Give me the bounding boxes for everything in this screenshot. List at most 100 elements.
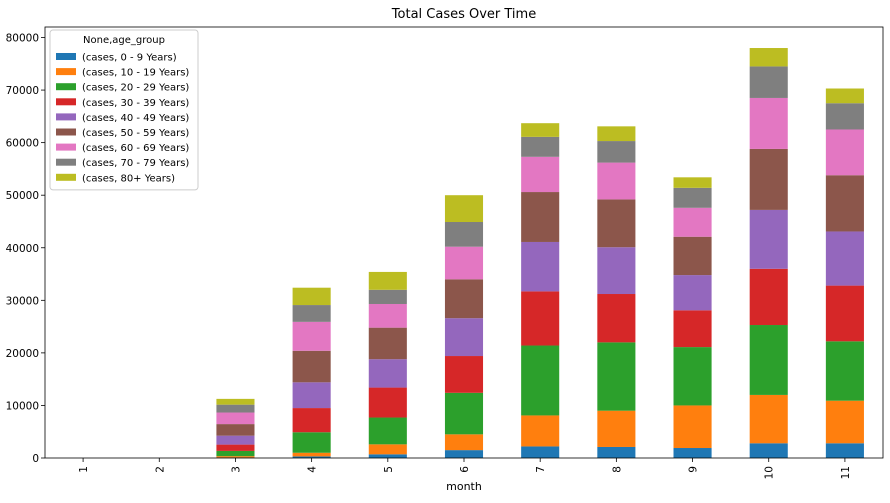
bar-segment (216, 404, 255, 413)
bar-segment (368, 417, 407, 445)
bar-segment (444, 279, 484, 319)
y-tick-label: 0 (32, 453, 39, 465)
y-tick-label: 40000 (6, 243, 39, 255)
bar-segment (673, 207, 712, 237)
y-tick-label: 30000 (6, 295, 39, 307)
bar-segment (216, 398, 255, 405)
bar-segment (521, 136, 560, 157)
legend-swatch (56, 68, 76, 76)
bar-segment (216, 444, 255, 451)
x-tick-label: 10 (764, 466, 776, 479)
y-tick-label: 50000 (6, 190, 39, 202)
legend-label: (cases, 40 - 49 Years) (82, 113, 189, 124)
bar-segment (216, 450, 255, 457)
bar-segment (597, 162, 636, 200)
legend-label: (cases, 60 - 69 Years) (82, 143, 189, 154)
bar-segment (292, 382, 331, 409)
x-tick-label: 3 (230, 466, 242, 473)
x-tick-label: 2 (154, 466, 166, 473)
bar-segment (368, 359, 407, 388)
legend-label: (cases, 30 - 39 Years) (82, 98, 189, 109)
y-tick-label: 10000 (6, 400, 39, 412)
bar-segment (444, 356, 484, 393)
bar-segment (597, 446, 636, 458)
bar-segment (825, 175, 864, 232)
bar-segment (368, 289, 407, 304)
bar-segment (749, 148, 788, 210)
bar-segment (521, 345, 560, 416)
bar-segment (444, 318, 484, 357)
legend-swatch (56, 143, 76, 151)
bar-segment (749, 48, 788, 67)
bar-segment (521, 241, 560, 292)
bar-segment (597, 294, 636, 343)
legend-swatch (56, 128, 76, 136)
x-axis-label: month (446, 480, 482, 493)
bar-segment (673, 448, 712, 458)
bar-segment (749, 268, 788, 326)
bar-segment (521, 156, 560, 193)
legend-label: (cases, 10 - 19 Years) (82, 68, 189, 79)
bar-segment (673, 177, 712, 188)
bar-segment (368, 387, 407, 418)
legend: None,age_group (cases, 0 - 9 Years) (cases… (49, 29, 199, 191)
legend-label: (cases, 80+ Years) (82, 173, 175, 184)
bar-segment (673, 405, 712, 449)
bar-segment (292, 350, 331, 383)
legend-label: (cases, 20 - 29 Years) (82, 83, 189, 94)
bar-segment (521, 446, 560, 458)
bar-segment (368, 454, 407, 458)
bar-segment (292, 287, 331, 306)
bar-segment (292, 432, 331, 453)
bar-segment (597, 126, 636, 142)
chart-title: Total Cases Over Time (391, 7, 536, 22)
x-tick-label: 1 (78, 466, 90, 473)
bar-segment (292, 408, 331, 433)
bar-segment (216, 412, 255, 425)
y-tick-label: 80000 (6, 33, 39, 45)
axes: 0 10000 20000 30000 40000 50000 60000 70000 8000… (6, 26, 884, 479)
bar-segment (825, 103, 864, 130)
bar-segment (444, 222, 484, 247)
bar-segment (825, 341, 864, 401)
bar-segment (825, 88, 864, 104)
bar-segment (597, 342, 636, 411)
bar-segment (825, 285, 864, 342)
bar-segment (673, 236, 712, 276)
bar-segment (444, 450, 484, 458)
bar-segment (368, 304, 407, 328)
bar-segment (825, 400, 864, 444)
bar-segment (825, 231, 864, 286)
bar-segment (825, 129, 864, 176)
bar-segment (521, 192, 560, 242)
bar-segment (216, 435, 255, 445)
bar-segment (597, 141, 636, 163)
bar-segment (216, 456, 255, 458)
bar-segment (597, 199, 636, 248)
legend-label: (cases, 0 - 9 Years) (82, 53, 177, 64)
bar-segment (597, 410, 636, 447)
bar-segment (521, 415, 560, 447)
bar-segment (673, 347, 712, 406)
bar-segment (673, 275, 712, 311)
bar-segment (292, 305, 331, 322)
y-tick-label: 20000 (6, 348, 39, 360)
legend-swatch (56, 83, 76, 91)
bar-segment (673, 187, 712, 208)
bar-segment (368, 444, 407, 455)
bar-segment (444, 434, 484, 451)
bar-segment (292, 452, 331, 457)
legend-box (49, 29, 199, 191)
bar-segment (825, 443, 864, 458)
bar-segment (292, 321, 331, 351)
bar-segment (749, 394, 788, 444)
x-tick-label: 9 (688, 466, 700, 473)
x-tick-label: 11 (840, 466, 852, 479)
legend-swatch (56, 98, 76, 106)
bar-segment (749, 209, 788, 269)
bar-segment (368, 271, 407, 290)
x-tick-label: 7 (535, 466, 547, 473)
x-tick-label: 6 (459, 466, 471, 473)
